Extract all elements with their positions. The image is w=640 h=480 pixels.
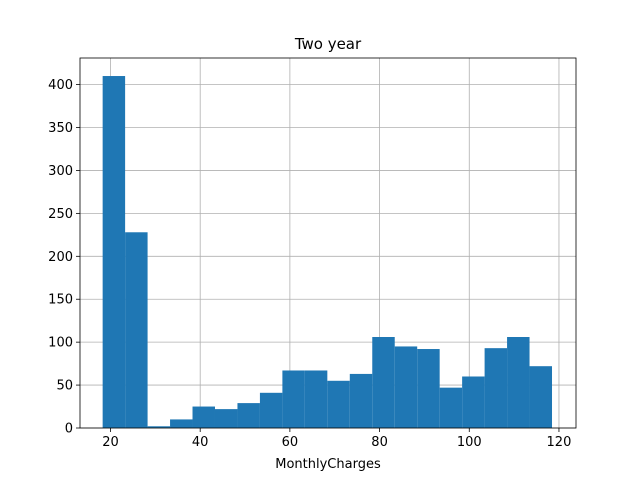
histogram-bar (349, 373, 373, 428)
histogram-bar (170, 419, 193, 428)
x-axis-label: MonthlyCharges (275, 457, 381, 472)
histogram-bar (192, 406, 215, 428)
histogram-bar (439, 387, 463, 428)
plot-frame (79, 57, 577, 429)
x-tick-label: 40 (192, 435, 209, 450)
y-tick-label: 100 (48, 336, 73, 351)
y-tick-label: 350 (48, 121, 73, 136)
histogram-bar (529, 366, 553, 428)
x-axis-ticks: 20 40 60 80 100 120 (102, 428, 571, 450)
histogram-bar (147, 426, 171, 428)
histogram-bar (417, 349, 440, 428)
y-tick-label: 300 (48, 164, 73, 179)
histogram-bar (102, 76, 126, 429)
histogram-bar (282, 370, 305, 428)
histogram-bar (372, 337, 395, 428)
histogram-bar (484, 348, 508, 428)
y-tick-label: 400 (48, 78, 73, 93)
histogram-bar (327, 380, 350, 428)
x-tick-label: 100 (457, 435, 482, 450)
y-tick-label: 50 (56, 379, 73, 394)
grid-lines (80, 58, 576, 429)
y-tick-label: 0 (65, 422, 73, 437)
histogram-bar (507, 337, 530, 428)
histogram-bar (394, 346, 418, 428)
y-tick-label: 250 (48, 207, 73, 222)
x-tick-label: 80 (371, 435, 388, 450)
x-tick-label: 60 (282, 435, 299, 450)
histogram-bar (304, 370, 328, 428)
histogram-bar (259, 392, 283, 428)
y-axis-ticks: 0 50 100 150 200 250 300 350 400 (48, 78, 80, 437)
y-tick-label: 150 (48, 293, 73, 308)
chart-title: Two year (294, 35, 362, 53)
x-tick-label: 120 (547, 435, 572, 450)
x-tick-label: 20 (102, 435, 119, 450)
histogram-bar (462, 376, 485, 428)
histogram-bar (125, 232, 148, 428)
y-tick-label: 200 (48, 250, 73, 265)
histogram-bar (237, 403, 260, 428)
histogram-bars (102, 76, 553, 429)
histogram-bar (214, 409, 238, 428)
